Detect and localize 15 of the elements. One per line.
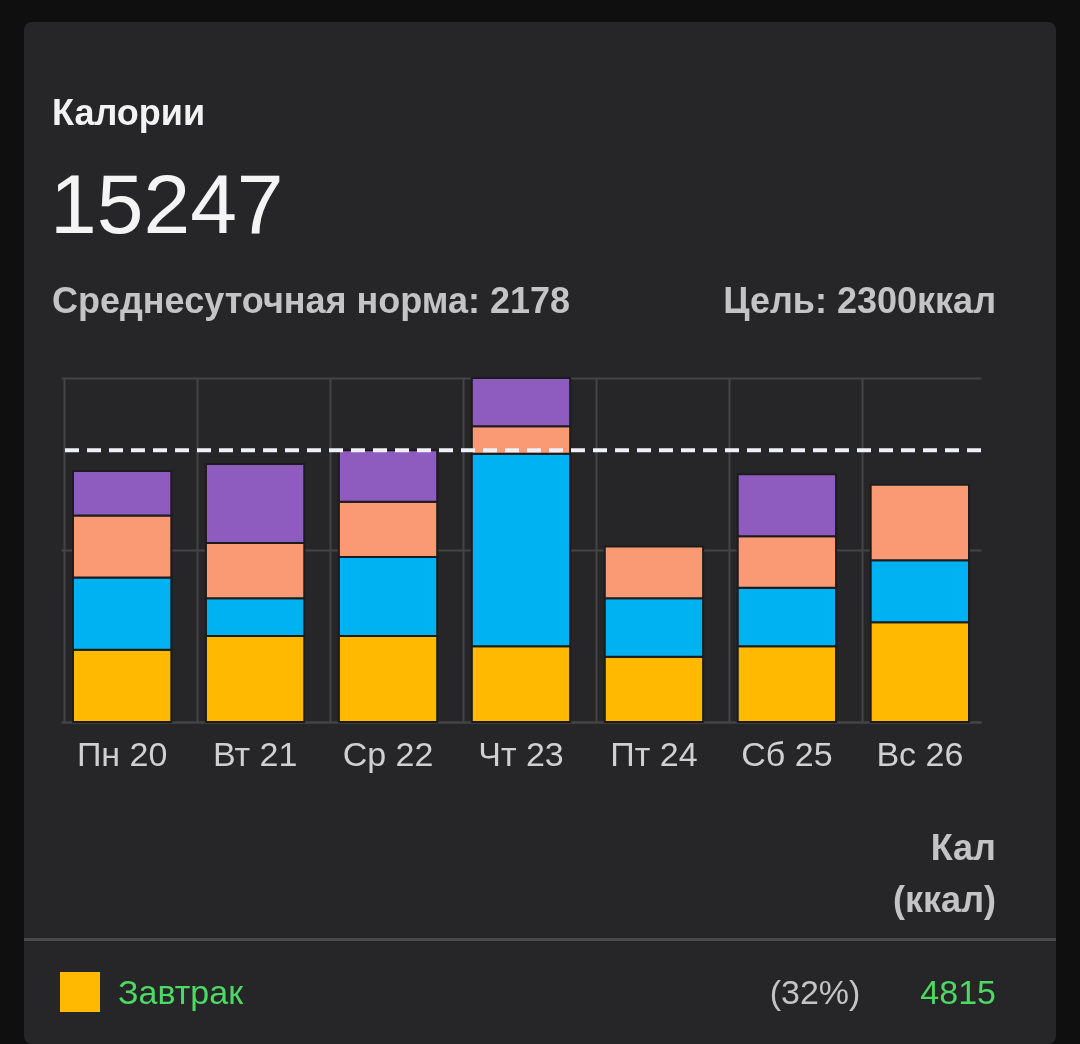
chart-title: Калории (52, 92, 206, 134)
text: (32%) (769, 972, 861, 1013)
x-tick-label: Пн 20 (76, 734, 168, 773)
text: Кал (ккал) (892, 826, 996, 922)
x-tick-label: Чт 23 (478, 734, 564, 773)
x-tick-label: Ср 22 (342, 734, 434, 773)
x-tick-label: Сб 25 (741, 734, 833, 773)
x-tick-label: Пт 24 (610, 734, 698, 773)
x-tick-label: Вс 26 (876, 734, 964, 773)
text: Среднесуточная норма: 2178 (52, 280, 571, 322)
chart-subtitle: 15247 (50, 156, 284, 253)
x-tick-label: Вт 21 (212, 734, 298, 773)
text: Цель: 2300ккал (723, 280, 996, 322)
legend-label: Завтрак (118, 972, 245, 1013)
text: 4815 (920, 972, 996, 1013)
